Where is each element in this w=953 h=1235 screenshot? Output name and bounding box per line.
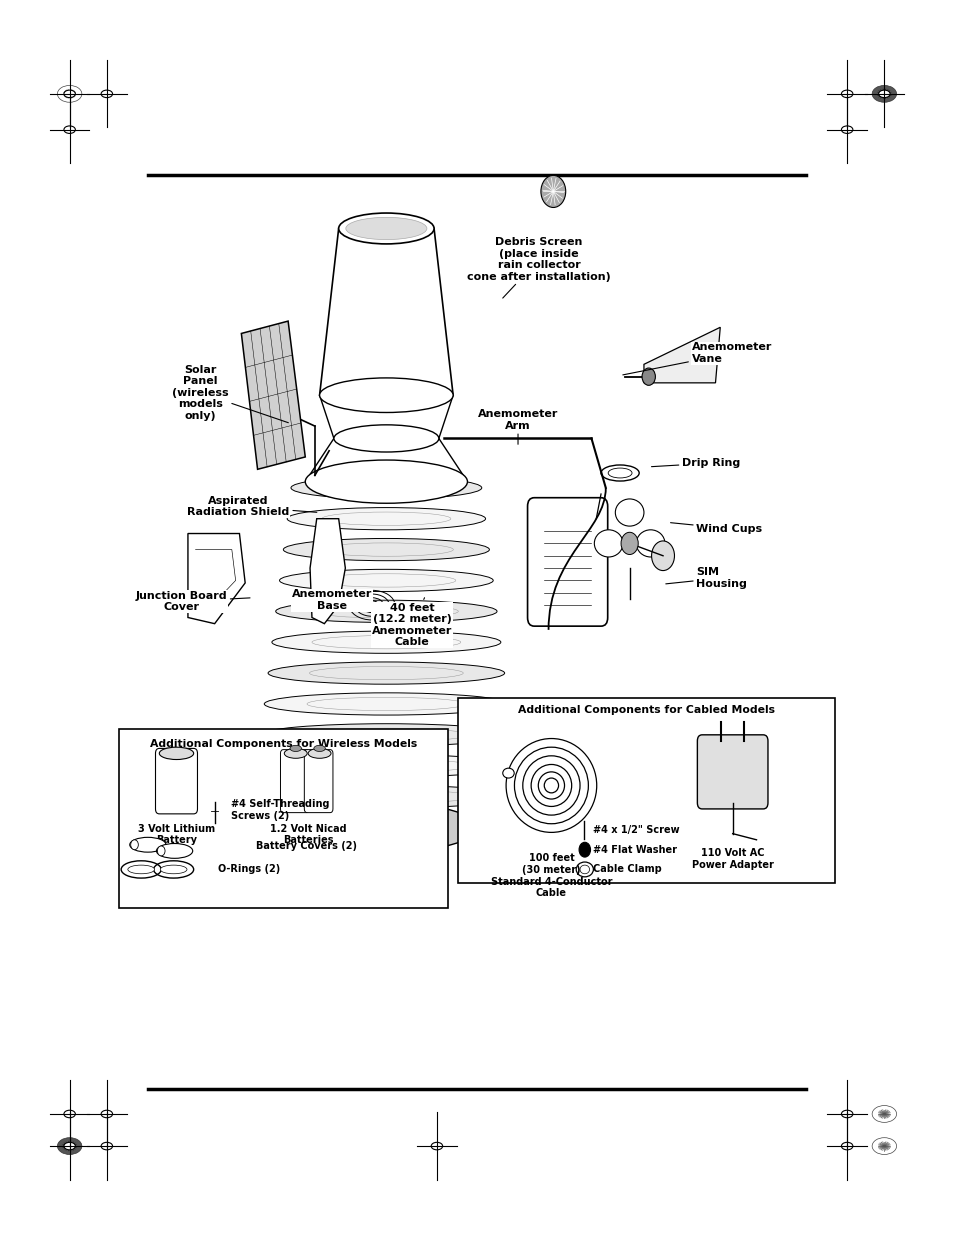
FancyBboxPatch shape bbox=[119, 729, 448, 908]
Text: Wind Cups: Wind Cups bbox=[670, 522, 761, 534]
Text: O-Rings (2): O-Rings (2) bbox=[217, 864, 279, 874]
Ellipse shape bbox=[841, 90, 852, 98]
Ellipse shape bbox=[502, 768, 514, 778]
Text: Drip Ring: Drip Ring bbox=[651, 458, 740, 468]
Ellipse shape bbox=[283, 538, 489, 561]
Text: Battery Covers (2): Battery Covers (2) bbox=[255, 841, 356, 851]
Ellipse shape bbox=[841, 1110, 852, 1118]
Circle shape bbox=[620, 532, 638, 555]
Ellipse shape bbox=[291, 477, 481, 499]
Ellipse shape bbox=[101, 1142, 112, 1150]
FancyBboxPatch shape bbox=[304, 750, 333, 813]
Circle shape bbox=[540, 175, 565, 207]
Ellipse shape bbox=[295, 803, 476, 852]
Text: Additional Components for Cabled Models: Additional Components for Cabled Models bbox=[517, 705, 774, 715]
Ellipse shape bbox=[157, 846, 165, 856]
Text: Solar
Panel
(wireless
models
only): Solar Panel (wireless models only) bbox=[172, 364, 288, 422]
Text: 1.2 Volt Nicad
Batteries: 1.2 Volt Nicad Batteries bbox=[270, 824, 346, 845]
Ellipse shape bbox=[131, 840, 138, 850]
Ellipse shape bbox=[101, 90, 112, 98]
Ellipse shape bbox=[636, 530, 664, 557]
Ellipse shape bbox=[608, 468, 631, 478]
Ellipse shape bbox=[841, 1142, 852, 1150]
Ellipse shape bbox=[305, 461, 467, 504]
Text: Debris Screen
(place inside
rain collector
cone after installation): Debris Screen (place inside rain collect… bbox=[467, 237, 610, 298]
Ellipse shape bbox=[253, 785, 519, 808]
Polygon shape bbox=[319, 228, 453, 395]
Ellipse shape bbox=[128, 864, 154, 874]
Ellipse shape bbox=[287, 508, 485, 530]
Ellipse shape bbox=[431, 1142, 442, 1150]
Ellipse shape bbox=[290, 746, 301, 751]
Text: Anemometer
Arm: Anemometer Arm bbox=[477, 409, 558, 445]
Text: Cable Clamp: Cable Clamp bbox=[593, 864, 661, 874]
Ellipse shape bbox=[871, 85, 896, 103]
Ellipse shape bbox=[841, 126, 852, 133]
FancyBboxPatch shape bbox=[457, 698, 834, 883]
Ellipse shape bbox=[260, 724, 512, 746]
Ellipse shape bbox=[256, 755, 516, 777]
Ellipse shape bbox=[57, 1137, 82, 1155]
Ellipse shape bbox=[338, 212, 434, 245]
Polygon shape bbox=[241, 321, 305, 469]
FancyBboxPatch shape bbox=[155, 748, 197, 814]
Ellipse shape bbox=[279, 569, 493, 592]
Text: Anemometer
Base: Anemometer Base bbox=[292, 589, 372, 611]
Ellipse shape bbox=[130, 837, 166, 852]
Ellipse shape bbox=[615, 499, 643, 526]
Ellipse shape bbox=[64, 1110, 75, 1118]
Ellipse shape bbox=[64, 90, 75, 98]
Ellipse shape bbox=[64, 126, 75, 133]
Ellipse shape bbox=[594, 530, 622, 557]
Text: #4 Self-Threading
Screws (2): #4 Self-Threading Screws (2) bbox=[231, 799, 329, 821]
Text: SIM
Housing: SIM Housing bbox=[665, 567, 746, 589]
Polygon shape bbox=[310, 519, 345, 624]
Text: Additional Components for Wireless Models: Additional Components for Wireless Model… bbox=[150, 739, 417, 748]
Ellipse shape bbox=[64, 1142, 75, 1150]
Text: 40 feet
(12.2 meter)
Anemometer
Cable: 40 feet (12.2 meter) Anemometer Cable bbox=[372, 598, 452, 647]
Polygon shape bbox=[188, 534, 245, 624]
Ellipse shape bbox=[272, 631, 500, 653]
Ellipse shape bbox=[579, 864, 589, 874]
Circle shape bbox=[641, 368, 655, 385]
Text: Anemometer
Vane: Anemometer Vane bbox=[622, 342, 771, 375]
Text: Junction Board
Cover: Junction Board Cover bbox=[135, 590, 250, 613]
Ellipse shape bbox=[159, 747, 193, 760]
Text: 100 feet
(30 meter)
Standard 4-Conductor
Cable: 100 feet (30 meter) Standard 4-Conductor… bbox=[490, 853, 612, 898]
Ellipse shape bbox=[268, 662, 504, 684]
Ellipse shape bbox=[284, 748, 307, 758]
Ellipse shape bbox=[600, 464, 639, 482]
Ellipse shape bbox=[345, 217, 427, 240]
Ellipse shape bbox=[878, 90, 889, 98]
Circle shape bbox=[651, 541, 674, 571]
Text: #4 x 1/2" Screw: #4 x 1/2" Screw bbox=[593, 825, 679, 835]
FancyBboxPatch shape bbox=[527, 498, 607, 626]
Circle shape bbox=[578, 842, 590, 857]
Text: Aspirated
Radiation Shield: Aspirated Radiation Shield bbox=[187, 495, 316, 517]
Polygon shape bbox=[319, 395, 453, 438]
Ellipse shape bbox=[308, 748, 331, 758]
FancyBboxPatch shape bbox=[697, 735, 767, 809]
Ellipse shape bbox=[160, 864, 187, 874]
Text: #4 Flat Washer: #4 Flat Washer bbox=[593, 845, 677, 855]
Ellipse shape bbox=[334, 425, 438, 452]
Ellipse shape bbox=[319, 378, 453, 412]
FancyBboxPatch shape bbox=[280, 750, 309, 813]
Ellipse shape bbox=[156, 844, 193, 858]
Text: 110 Volt AC
Power Adapter: 110 Volt AC Power Adapter bbox=[691, 848, 773, 869]
Polygon shape bbox=[305, 438, 467, 482]
Text: 3 Volt Lithium
Battery: 3 Volt Lithium Battery bbox=[138, 824, 214, 845]
Ellipse shape bbox=[314, 746, 325, 751]
Ellipse shape bbox=[275, 600, 497, 622]
Polygon shape bbox=[643, 327, 720, 383]
Ellipse shape bbox=[264, 693, 508, 715]
Ellipse shape bbox=[101, 1110, 112, 1118]
